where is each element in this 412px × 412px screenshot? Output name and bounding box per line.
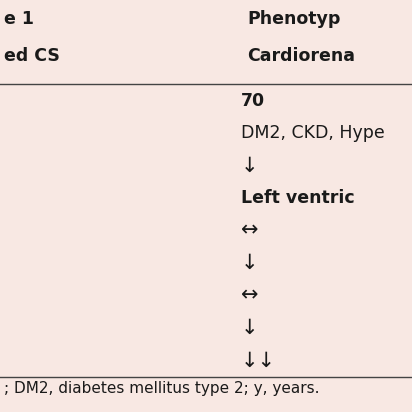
Text: 70: 70 — [241, 92, 265, 110]
Text: DM2, CKD, Hype: DM2, CKD, Hype — [241, 124, 385, 142]
Text: ↓: ↓ — [241, 318, 258, 338]
Text: Left ventric: Left ventric — [241, 189, 355, 207]
Text: e 1: e 1 — [4, 10, 34, 28]
Text: ↓: ↓ — [241, 253, 258, 273]
Text: ↓: ↓ — [241, 156, 258, 176]
Text: ed CS: ed CS — [4, 47, 60, 66]
Text: ↓↓: ↓↓ — [241, 351, 276, 371]
Text: ; DM2, diabetes mellitus type 2; y, years.: ; DM2, diabetes mellitus type 2; y, year… — [4, 381, 320, 396]
Text: Cardiorena: Cardiorena — [247, 47, 355, 66]
Text: Phenotyp: Phenotyp — [247, 10, 341, 28]
Text: ↔: ↔ — [241, 286, 258, 306]
Text: ↔: ↔ — [241, 221, 258, 241]
